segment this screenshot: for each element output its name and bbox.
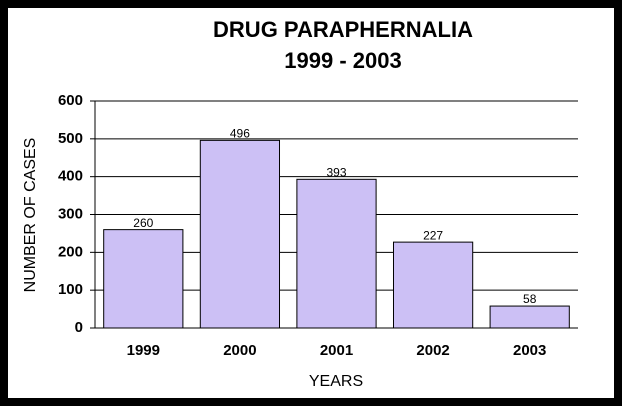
y-axis-label: NUMBER OF CASES — [22, 138, 39, 293]
chart-title: DRUG PARAPHERNALIA — [213, 17, 473, 42]
y-tick-label: 300 — [58, 205, 83, 222]
value-label: 496 — [230, 127, 250, 141]
y-tick-label: 0 — [75, 319, 83, 336]
y-tick-label: 200 — [58, 243, 83, 260]
bar — [199, 139, 281, 329]
y-tick-label: 400 — [58, 168, 83, 185]
chart-subtitle: 1999 - 2003 — [284, 48, 401, 73]
value-label: 227 — [423, 228, 443, 242]
value-label: 393 — [326, 165, 346, 179]
x-tick-label: 2000 — [223, 342, 256, 359]
bar — [296, 178, 377, 329]
value-label: 260 — [133, 216, 153, 230]
value-label: 58 — [523, 292, 537, 306]
x-axis-label: YEARS — [309, 373, 363, 390]
x-tick-label: 2002 — [416, 342, 449, 359]
x-tick-label: 1999 — [127, 342, 160, 359]
x-tick-label: 2001 — [320, 342, 353, 359]
y-tick-label: 500 — [58, 130, 83, 147]
bar — [103, 229, 184, 329]
y-tick-label: 600 — [58, 92, 83, 109]
y-tick-label: 100 — [58, 281, 83, 298]
bar — [392, 241, 474, 329]
x-tick-label: 2003 — [513, 342, 546, 359]
bar — [489, 305, 570, 329]
